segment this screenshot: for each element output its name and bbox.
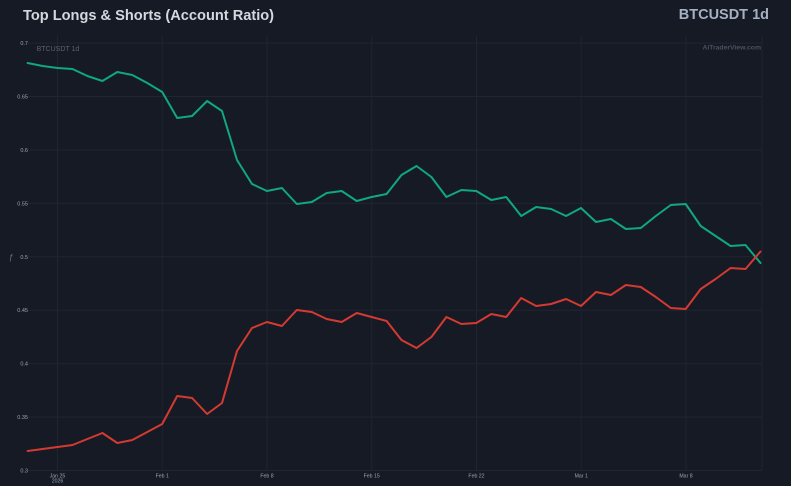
svg-text:0.35: 0.35	[17, 415, 28, 421]
svg-text:2026: 2026	[52, 478, 64, 484]
svg-text:Feb 1: Feb 1	[156, 474, 169, 480]
svg-text:ƒ: ƒ	[9, 253, 13, 262]
svg-text:0.3: 0.3	[20, 469, 28, 475]
svg-text:0.4: 0.4	[20, 362, 28, 368]
svg-text:0.5: 0.5	[20, 255, 28, 261]
svg-text:0.45: 0.45	[17, 308, 28, 314]
svg-text:Feb 8: Feb 8	[260, 474, 273, 480]
svg-text:Feb 22: Feb 22	[468, 474, 484, 480]
svg-text:Jan 25: Jan 25	[50, 474, 66, 480]
svg-text:AiTraderView.com: AiTraderView.com	[702, 45, 761, 52]
svg-text:0.6: 0.6	[20, 148, 28, 154]
svg-text:Feb 15: Feb 15	[364, 474, 380, 480]
svg-text:Mar 1: Mar 1	[575, 474, 588, 480]
svg-text:0.7: 0.7	[20, 41, 28, 47]
svg-text:0.65: 0.65	[17, 95, 28, 101]
svg-text:Mar 8: Mar 8	[679, 474, 692, 480]
svg-text:0.55: 0.55	[17, 201, 28, 207]
svg-text:BTCUSDT 1d: BTCUSDT 1d	[37, 46, 80, 53]
